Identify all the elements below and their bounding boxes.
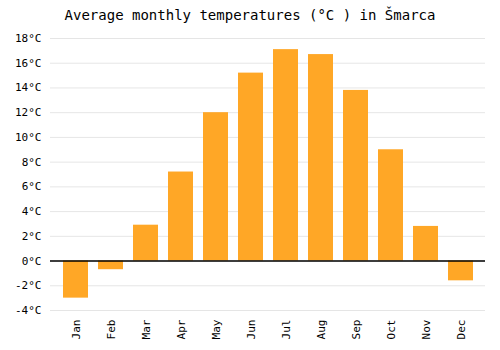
svg-text:May: May (210, 319, 223, 339)
svg-text:16°C: 16°C (15, 57, 42, 70)
svg-text:Jun: Jun (245, 320, 258, 340)
svg-text:Dec: Dec (455, 320, 468, 340)
svg-text:0°C: 0°C (22, 255, 42, 268)
svg-text:10°C: 10°C (15, 131, 42, 144)
svg-text:4°C: 4°C (22, 205, 42, 218)
svg-text:Sep: Sep (350, 320, 363, 340)
html-text:Average monthly temperatures (: Average monthly temperatures (°C ) in Šm… (64, 7, 436, 23)
svg-text:Apr: Apr (175, 319, 188, 339)
svg-text:Oct: Oct (385, 320, 398, 340)
svg-text:Jan: Jan (70, 320, 83, 340)
svg-text:Feb: Feb (105, 320, 118, 340)
svg-text:2°C: 2°C (22, 230, 42, 243)
svg-text:-2°C: -2°C (15, 279, 42, 292)
svg-text:12°C: 12°C (15, 106, 42, 119)
svg-text:Aug: Aug (315, 320, 328, 340)
svg-text:Mar: Mar (140, 319, 153, 339)
svg-text:6°C: 6°C (22, 180, 42, 193)
svg-text:8°C: 8°C (22, 156, 42, 169)
svg-text:Nov: Nov (420, 319, 433, 339)
svg-text:-4°C: -4°C (15, 304, 42, 317)
svg-text:14°C: 14°C (15, 81, 42, 94)
svg-text:18°C: 18°C (15, 32, 42, 45)
svg-text:Jul: Jul (280, 320, 293, 340)
